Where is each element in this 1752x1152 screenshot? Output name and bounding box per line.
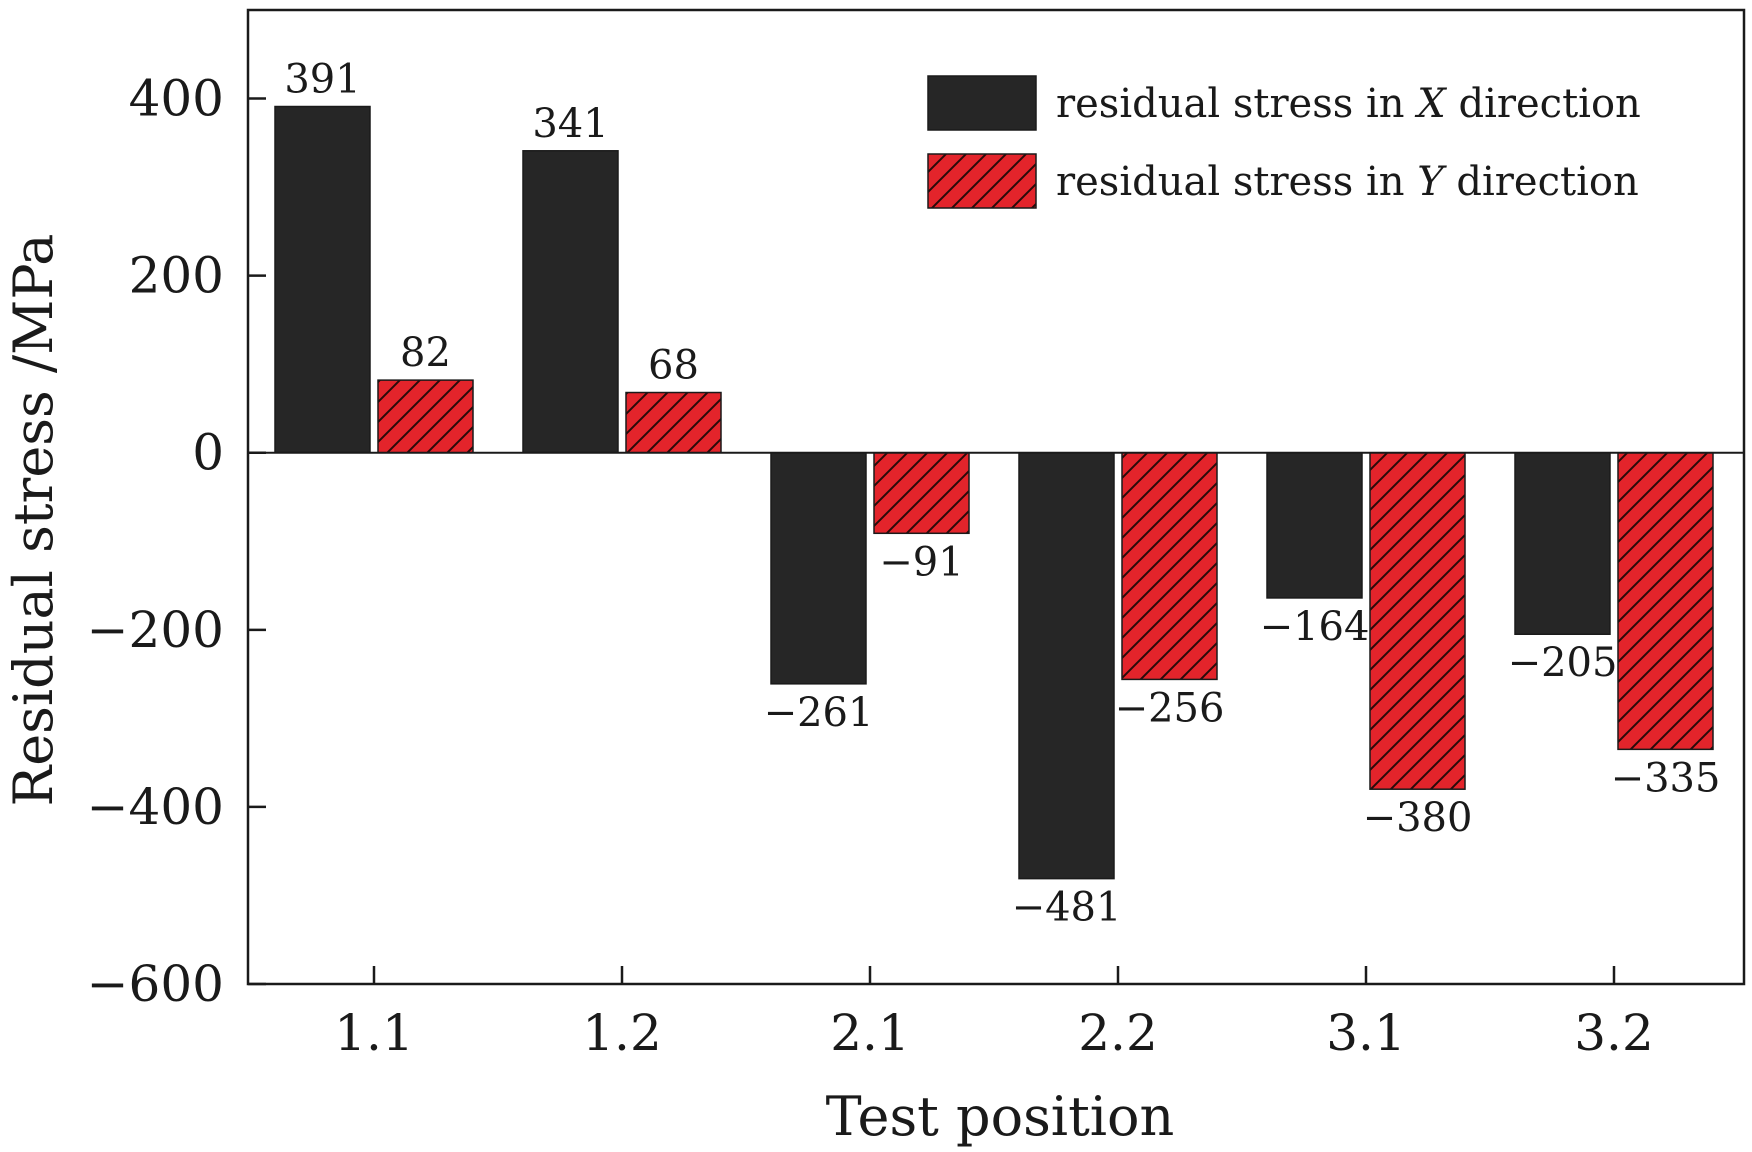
- x-tick-label: 2.1: [830, 1004, 910, 1062]
- y-tick-label: 400: [129, 70, 224, 128]
- legend-label-x: residual stress in X direction: [1056, 81, 1641, 127]
- bar-y-3.1: [1369, 451, 1466, 790]
- bar-y-1.2: [625, 391, 722, 454]
- bar-x-2.2: [1018, 451, 1115, 880]
- data-label-x-1.1: 391: [284, 57, 360, 103]
- y-tick-label: −600: [87, 955, 224, 1013]
- x-tick-label: 1.2: [582, 1004, 662, 1062]
- bar-x-2.1: [770, 451, 867, 685]
- x-tick-label: 3.1: [1326, 1004, 1406, 1062]
- data-label-x-3.1: −164: [1260, 604, 1370, 650]
- x-tick-label: 2.2: [1078, 1004, 1158, 1062]
- data-label-x-1.2: 341: [532, 101, 608, 147]
- bar-x-1.2: [522, 150, 619, 454]
- data-label-x-3.2: −205: [1508, 640, 1618, 686]
- data-label-y-3.1: −380: [1363, 795, 1473, 841]
- y-tick-label: 200: [129, 247, 224, 305]
- data-label-y-1.1: 82: [400, 330, 451, 376]
- legend-swatch-y: [927, 153, 1037, 209]
- data-label-x-2.1: −261: [764, 690, 874, 736]
- bar-y-3.2: [1617, 451, 1714, 751]
- legend-swatch-x: [927, 75, 1037, 131]
- x-tick-label: 1.1: [334, 1004, 414, 1062]
- data-label-y-2.2: −256: [1115, 685, 1225, 731]
- bar-y-1.1: [377, 379, 474, 454]
- x-tick-label: 3.2: [1574, 1004, 1654, 1062]
- y-tick-label: −200: [87, 601, 224, 659]
- bar-x-3.1: [1266, 451, 1363, 599]
- bar-x-1.1: [274, 105, 371, 454]
- y-tick-label: 0: [192, 424, 224, 482]
- data-label-y-1.2: 68: [648, 343, 699, 389]
- legend-label-y: residual stress in Y direction: [1056, 159, 1639, 205]
- y-tick-label: −400: [87, 778, 224, 836]
- data-label-x-2.2: −481: [1012, 885, 1122, 931]
- data-label-y-2.1: −91: [879, 539, 963, 585]
- bar-x-3.2: [1514, 451, 1611, 635]
- x-axis-title: Test position: [826, 1085, 1175, 1148]
- data-label-y-3.2: −335: [1611, 755, 1721, 801]
- y-axis-title: Residual stress /MPa: [2, 234, 65, 807]
- bar-y-2.1: [873, 451, 970, 535]
- bar-y-2.2: [1121, 451, 1218, 681]
